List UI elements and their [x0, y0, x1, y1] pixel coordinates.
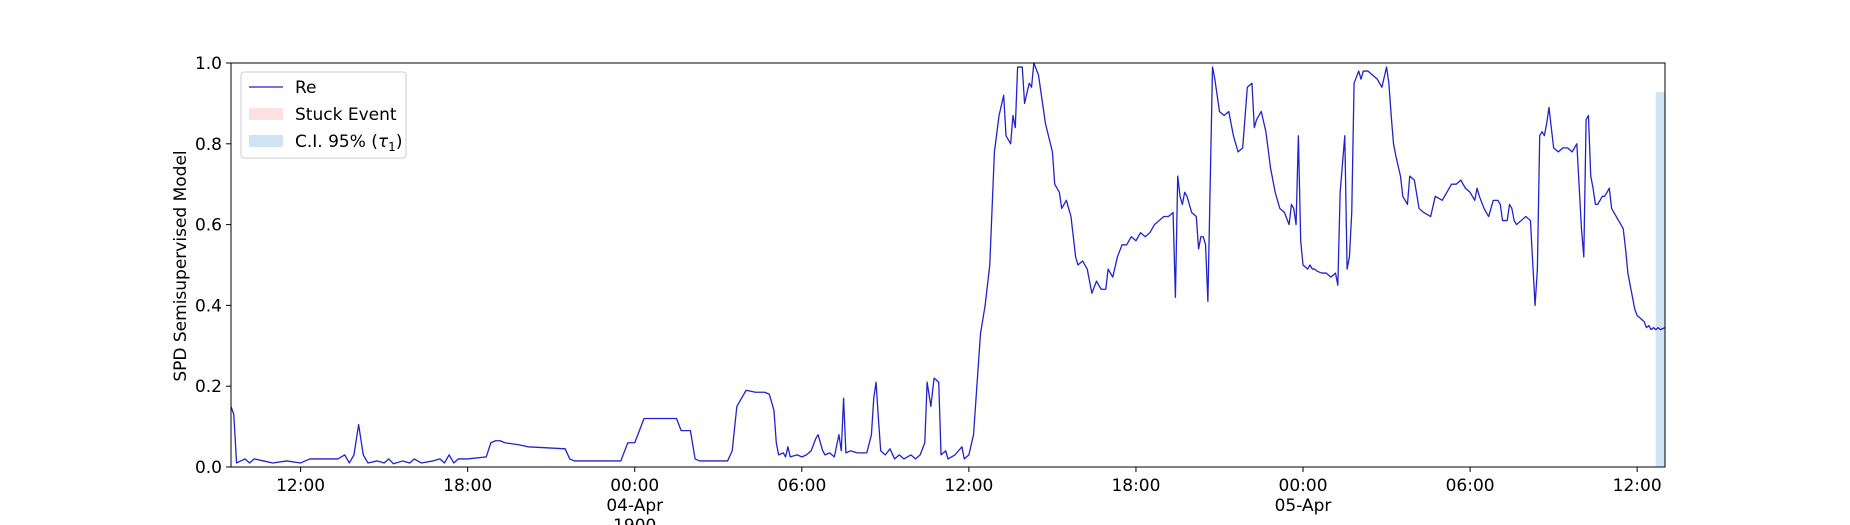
x-tick-label: 06:00	[1446, 476, 1495, 496]
legend-box	[240, 71, 407, 159]
y-axis-label: SPD Semisupervised Model	[171, 150, 191, 381]
legend-label: C.I. 95% (τ1)	[295, 132, 402, 154]
plot-frame	[230, 62, 1666, 468]
x-tick-label: 06:00	[777, 476, 826, 496]
x-tick-label: 00:00	[1279, 476, 1328, 496]
x-tick-label: 18:00	[443, 476, 492, 496]
y-tick-label: 0.6	[195, 216, 222, 236]
y-tick-label: 0.2	[195, 377, 222, 397]
x-tick-label: 04-Apr	[606, 496, 663, 516]
y-tick-label: 0.4	[195, 296, 222, 316]
legend: Re Stuck Event C.I. 95% (τ1)	[240, 71, 407, 159]
ci-95-region	[1655, 92, 1665, 467]
x-tick-label: 1900	[613, 516, 656, 525]
legend-swatch-stuck-event	[249, 108, 283, 120]
x-tick-label: 12:00	[1613, 476, 1662, 496]
x-tick-label: 00:00	[610, 476, 659, 496]
tick-labels: 0.00.20.40.60.81.012:0018:0000:0004-Apr1…	[195, 54, 1662, 525]
legend-label: Stuck Event	[295, 105, 397, 125]
series-layer	[231, 62, 1665, 465]
legend-label: Re	[295, 78, 317, 98]
x-tick-label: 12:00	[276, 476, 325, 496]
axes	[230, 62, 1666, 468]
shaded-regions	[1655, 92, 1665, 467]
y-tick-label: 1.0	[195, 54, 222, 74]
y-tick-label: 0.8	[195, 135, 222, 155]
x-tick-label: 18:00	[1111, 476, 1160, 496]
series-line-re	[231, 62, 1665, 465]
x-tick-label: 12:00	[944, 476, 993, 496]
y-tick-label: 0.0	[195, 458, 222, 478]
x-tick-label: 05-Apr	[1275, 496, 1332, 516]
legend-swatch-ci	[249, 135, 283, 147]
